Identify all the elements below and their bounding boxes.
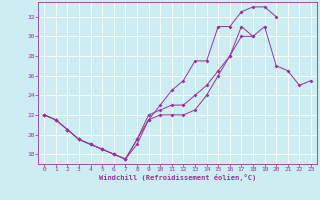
X-axis label: Windchill (Refroidissement éolien,°C): Windchill (Refroidissement éolien,°C) <box>99 174 256 181</box>
